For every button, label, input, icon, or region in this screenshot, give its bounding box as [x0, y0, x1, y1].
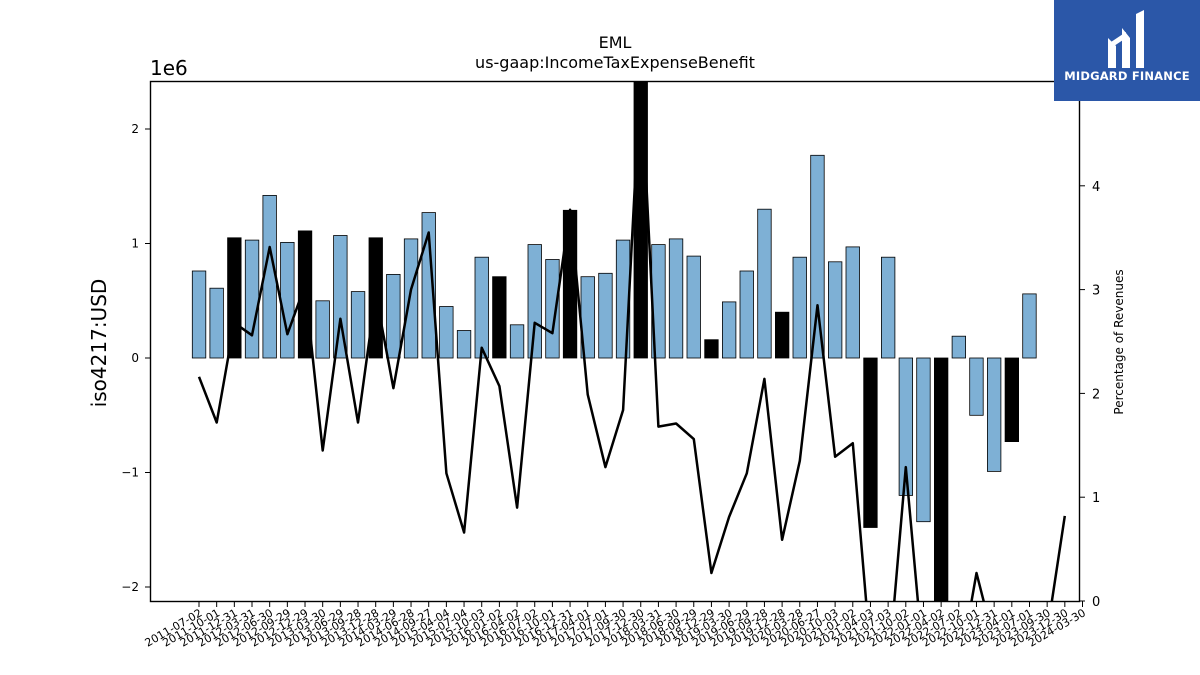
bar: [474, 256, 489, 359]
plot-frame: [149, 80, 1081, 603]
bar: [898, 357, 913, 496]
bar: [1004, 357, 1019, 442]
y2-tick-label: 2: [1092, 387, 1100, 402]
bar: [633, 82, 648, 359]
bar: [704, 339, 719, 359]
bar: [775, 311, 790, 359]
bar: [757, 208, 772, 359]
logo-text: MIDGARD FINANCE: [1064, 69, 1190, 83]
bar: [421, 212, 436, 359]
bar: [1022, 293, 1037, 359]
y-tick-label: 2: [131, 122, 139, 136]
bar: [916, 357, 931, 523]
bar: [828, 261, 843, 359]
bar: [191, 270, 207, 359]
bar: [386, 273, 401, 359]
bar: [333, 235, 348, 359]
bar: [951, 335, 966, 359]
series-line: [197, 82, 1067, 601]
bar: [739, 270, 754, 359]
y-tick-label: −1: [121, 466, 139, 480]
bar: [509, 324, 525, 359]
bar: [209, 287, 224, 359]
y-offset-label: 1e6: [150, 56, 188, 80]
bar: [403, 238, 419, 359]
brand-logo: MIDGARD FINANCE: [1054, 0, 1200, 101]
bar: [598, 272, 613, 359]
y-axis-right: 0 1 2 3 4: [1079, 180, 1100, 610]
y-axis-label: iso4217:USD: [87, 279, 111, 408]
bar: [492, 276, 507, 359]
y-axis-left: −2 −1 0 1 2: [121, 122, 151, 594]
bar: [934, 357, 949, 601]
y-tick-label: 1: [131, 237, 139, 251]
bar: [722, 301, 737, 359]
y2-tick-label: 0: [1092, 595, 1100, 610]
y-tick-label: 0: [131, 351, 139, 365]
bar: [668, 238, 684, 359]
bar: [456, 330, 472, 359]
bar: [845, 246, 860, 359]
y2-tick-label: 1: [1092, 491, 1100, 506]
chart-subtitle: us-gaap:IncomeTaxExpenseBenefit: [475, 53, 755, 72]
bar: [810, 154, 825, 359]
bar: [527, 244, 542, 359]
bar: [545, 259, 560, 359]
bar: [315, 300, 330, 359]
bar: [863, 357, 878, 528]
bar: [792, 256, 807, 359]
bar: [280, 241, 295, 359]
logo-mark-icon: [1108, 10, 1144, 68]
bars-group: [191, 82, 1037, 601]
bar: [686, 255, 701, 359]
line-group: [197, 82, 1067, 601]
y2-axis-label: Percentage of Revenues: [1112, 269, 1126, 414]
bar: [350, 291, 366, 359]
bar: [227, 237, 242, 359]
bar: [562, 209, 578, 359]
x-axis: 2011-07-022011-10-012011-12-312012-03-31…: [143, 601, 1088, 650]
chart-title: EML: [599, 33, 632, 52]
y2-tick-label: 3: [1092, 284, 1100, 299]
bar: [881, 256, 896, 359]
bar: [969, 357, 984, 416]
bar: [987, 357, 1002, 472]
y2-tick-label: 4: [1092, 180, 1100, 195]
bar: [439, 306, 454, 359]
y-tick-label: −2: [121, 580, 139, 594]
bar: [244, 239, 260, 359]
